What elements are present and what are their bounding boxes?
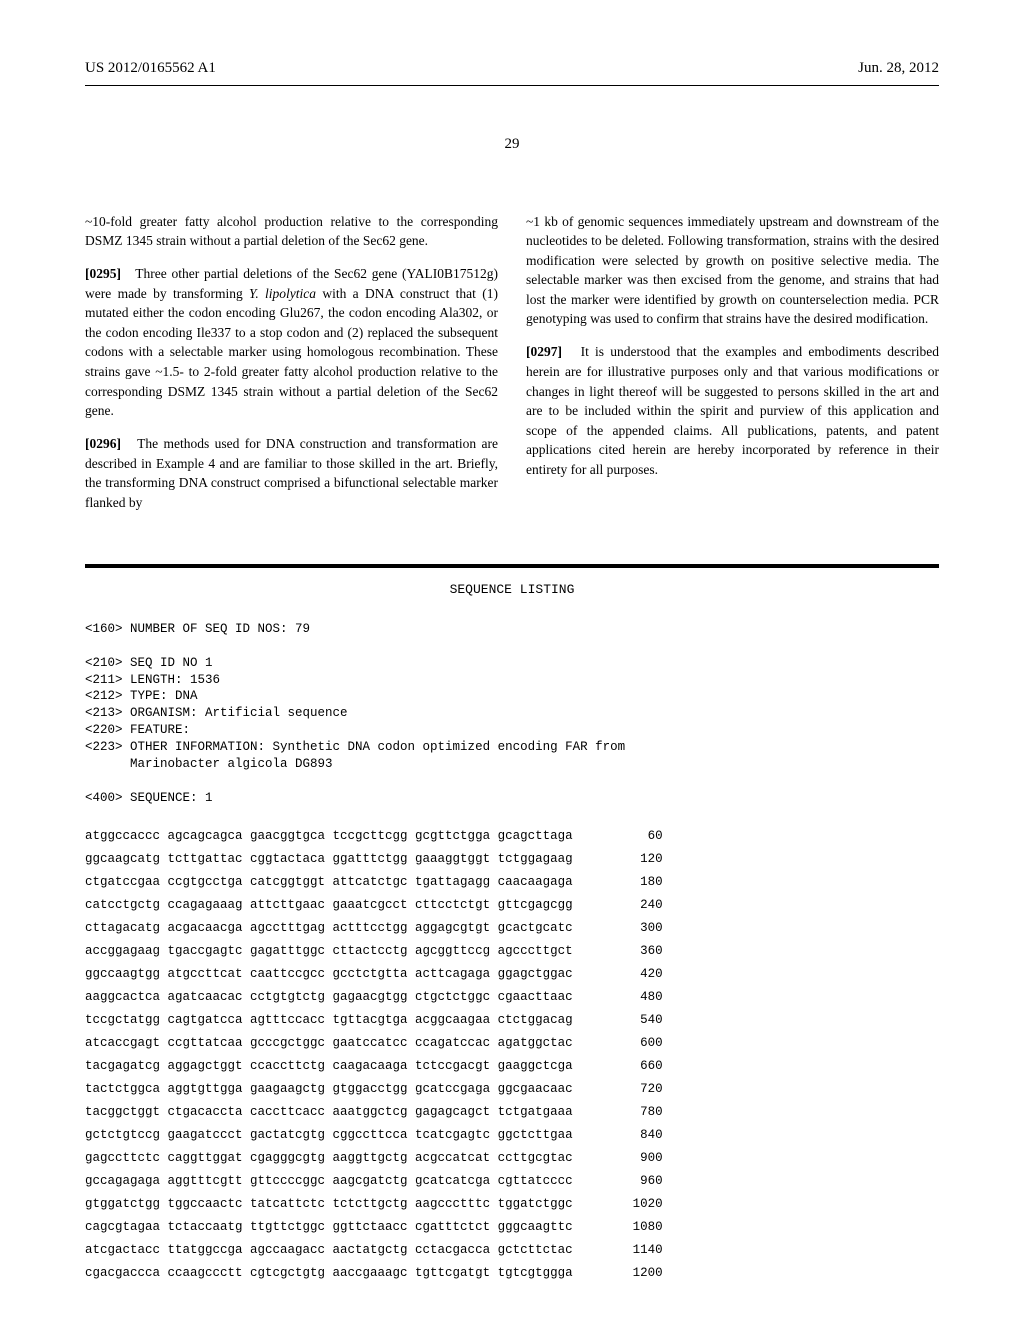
sequence-bases: gctctgtccg gaagatccct gactatcgtg cggcctt… xyxy=(85,1124,573,1147)
sequence-bases: atcaccgagt ccgttatcaa gcccgctggc gaatcca… xyxy=(85,1032,573,1055)
sequence-bases: ggcaagcatg tcttgattac cggtactaca ggatttc… xyxy=(85,848,573,871)
sequence-table: atggccaccc agcagcagca gaacggtgca tccgctt… xyxy=(85,825,663,1285)
sequence-position: 1020 xyxy=(573,1193,663,1216)
sequence-row: cagcgtagaa tctaccaatg ttgttctggc ggttcta… xyxy=(85,1216,663,1239)
sequence-rule xyxy=(85,564,939,568)
sequence-row: tactctggca aggtgttgga gaagaagctg gtggacc… xyxy=(85,1078,663,1101)
sequence-position: 960 xyxy=(573,1170,663,1193)
species-name: Y. lipolytica xyxy=(249,286,316,301)
sequence-bases: catcctgctg ccagagaaag attcttgaac gaaatcg… xyxy=(85,894,573,917)
sequence-bases: gtggatctgg tggccaactc tatcattctc tctcttg… xyxy=(85,1193,573,1216)
sequence-position: 780 xyxy=(573,1101,663,1124)
paragraph-label: [0297] xyxy=(526,344,562,359)
sequence-bases: accggagaag tgaccgagtc gagatttggc cttactc… xyxy=(85,940,573,963)
left-column: ~10-fold greater fatty alcohol productio… xyxy=(85,198,498,526)
sequence-position: 1140 xyxy=(573,1239,663,1262)
sequence-position: 60 xyxy=(573,825,663,848)
body-text: with a DNA construct that (1) mutated ei… xyxy=(85,286,498,418)
sequence-row: ggccaagtgg atgccttcat caattccgcc gcctctg… xyxy=(85,963,663,986)
sequence-position: 120 xyxy=(573,848,663,871)
sequence-row: tacgagatcg aggagctggt ccaccttctg caagaca… xyxy=(85,1055,663,1078)
sequence-position: 540 xyxy=(573,1009,663,1032)
pub-date: Jun. 28, 2012 xyxy=(858,60,939,77)
sequence-bases: cgacgaccca ccaagccctt cgtcgctgtg aaccgaa… xyxy=(85,1262,573,1285)
body-columns: ~10-fold greater fatty alcohol productio… xyxy=(85,198,939,526)
sequence-bases: ggccaagtgg atgccttcat caattccgcc gcctctg… xyxy=(85,963,573,986)
sequence-position: 480 xyxy=(573,986,663,1009)
sequence-bases: atggccaccc agcagcagca gaacggtgca tccgctt… xyxy=(85,825,573,848)
body-paragraph: ~1 kb of genomic sequences immediately u… xyxy=(526,212,939,329)
sequence-row: gagccttctc caggttggat cgagggcgtg aaggttg… xyxy=(85,1147,663,1170)
sequence-bases: tacgagatcg aggagctggt ccaccttctg caagaca… xyxy=(85,1055,573,1078)
pub-number: US 2012/0165562 A1 xyxy=(85,60,216,77)
body-paragraph: [0297] It is understood that the example… xyxy=(526,342,939,479)
body-paragraph: [0296] The methods used for DNA construc… xyxy=(85,434,498,512)
right-column: ~1 kb of genomic sequences immediately u… xyxy=(526,198,939,526)
sequence-row: cgacgaccca ccaagccctt cgtcgctgtg aaccgaa… xyxy=(85,1262,663,1285)
sequence-meta-block: <160> NUMBER OF SEQ ID NOS: 79 <210> SEQ… xyxy=(85,621,939,807)
page-number: 29 xyxy=(85,136,939,153)
sequence-row: atggccaccc agcagcagca gaacggtgca tccgctt… xyxy=(85,825,663,848)
sequence-bases: gagccttctc caggttggat cgagggcgtg aaggttg… xyxy=(85,1147,573,1170)
sequence-bases: tactctggca aggtgttgga gaagaagctg gtggacc… xyxy=(85,1078,573,1101)
sequence-bases: aaggcactca agatcaacac cctgtgtctg gagaacg… xyxy=(85,986,573,1009)
sequence-position: 360 xyxy=(573,940,663,963)
sequence-listing-title: SEQUENCE LISTING xyxy=(85,582,939,597)
sequence-row: tccgctatgg cagtgatcca agtttccacc tgttacg… xyxy=(85,1009,663,1032)
paragraph-label: [0296] xyxy=(85,436,121,451)
sequence-row: gctctgtccg gaagatccct gactatcgtg cggcctt… xyxy=(85,1124,663,1147)
body-text: The methods used for DNA construction an… xyxy=(85,436,498,510)
sequence-row: cttagacatg acgacaacga agcctttgag actttcc… xyxy=(85,917,663,940)
sequence-position: 840 xyxy=(573,1124,663,1147)
sequence-row: accggagaag tgaccgagtc gagatttggc cttactc… xyxy=(85,940,663,963)
sequence-row: catcctgctg ccagagaaag attcttgaac gaaatcg… xyxy=(85,894,663,917)
body-text: It is understood that the examples and e… xyxy=(526,344,939,476)
sequence-bases: ctgatccgaa ccgtgcctga catcggtggt attcatc… xyxy=(85,871,573,894)
body-paragraph: ~10-fold greater fatty alcohol productio… xyxy=(85,212,498,251)
sequence-row: aaggcactca agatcaacac cctgtgtctg gagaacg… xyxy=(85,986,663,1009)
sequence-row: gtggatctgg tggccaactc tatcattctc tctcttg… xyxy=(85,1193,663,1216)
sequence-row: atcaccgagt ccgttatcaa gcccgctggc gaatcca… xyxy=(85,1032,663,1055)
sequence-position: 1080 xyxy=(573,1216,663,1239)
body-paragraph: [0295] Three other partial deletions of … xyxy=(85,264,498,421)
sequence-row: tacggctggt ctgacaccta caccttcacc aaatggc… xyxy=(85,1101,663,1124)
header-rule xyxy=(85,85,939,86)
sequence-position: 420 xyxy=(573,963,663,986)
sequence-position: 660 xyxy=(573,1055,663,1078)
sequence-row: gccagagaga aggtttcgtt gttccccggc aagcgat… xyxy=(85,1170,663,1193)
sequence-position: 1200 xyxy=(573,1262,663,1285)
sequence-bases: tccgctatgg cagtgatcca agtttccacc tgttacg… xyxy=(85,1009,573,1032)
sequence-row: atcgactacc ttatggccga agccaagacc aactatg… xyxy=(85,1239,663,1262)
sequence-position: 240 xyxy=(573,894,663,917)
sequence-bases: gccagagaga aggtttcgtt gttccccggc aagcgat… xyxy=(85,1170,573,1193)
sequence-bases: cttagacatg acgacaacga agcctttgag actttcc… xyxy=(85,917,573,940)
sequence-position: 720 xyxy=(573,1078,663,1101)
sequence-position: 300 xyxy=(573,917,663,940)
sequence-bases: atcgactacc ttatggccga agccaagacc aactatg… xyxy=(85,1239,573,1262)
paragraph-label: [0295] xyxy=(85,266,121,281)
sequence-position: 900 xyxy=(573,1147,663,1170)
sequence-bases: cagcgtagaa tctaccaatg ttgttctggc ggttcta… xyxy=(85,1216,573,1239)
sequence-bases: tacggctggt ctgacaccta caccttcacc aaatggc… xyxy=(85,1101,573,1124)
sequence-position: 600 xyxy=(573,1032,663,1055)
sequence-row: ctgatccgaa ccgtgcctga catcggtggt attcatc… xyxy=(85,871,663,894)
sequence-row: ggcaagcatg tcttgattac cggtactaca ggatttc… xyxy=(85,848,663,871)
sequence-position: 180 xyxy=(573,871,663,894)
